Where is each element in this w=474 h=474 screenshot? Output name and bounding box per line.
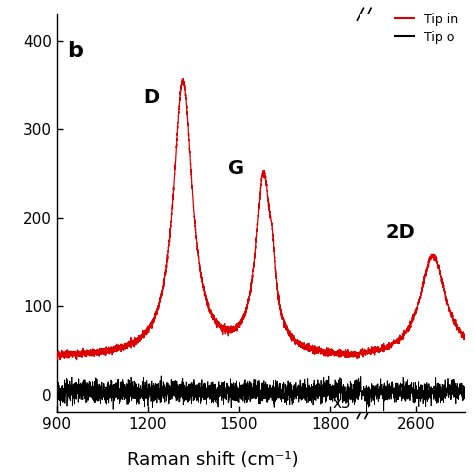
Text: Raman shift (cm⁻¹): Raman shift (cm⁻¹) [128, 450, 299, 468]
Text: 2D: 2D [386, 224, 416, 243]
Legend: Tip in, Tip o: Tip in, Tip o [391, 8, 463, 48]
Text: x5: x5 [333, 396, 352, 411]
Text: b: b [67, 41, 83, 61]
Text: G: G [228, 159, 244, 178]
Text: D: D [143, 88, 159, 107]
